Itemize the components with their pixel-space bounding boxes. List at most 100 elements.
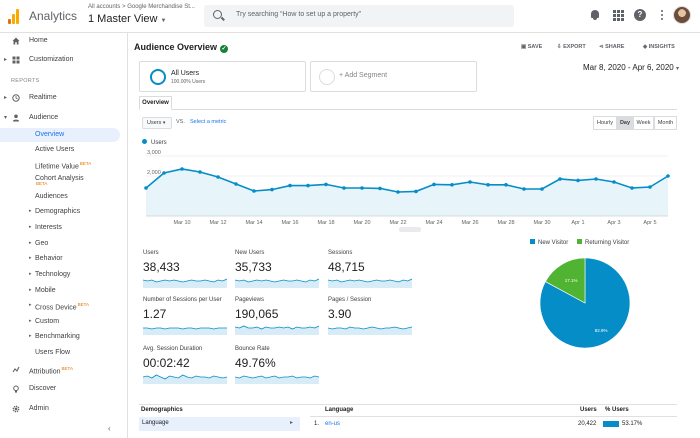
users-point[interactable] [468, 180, 472, 184]
sidebar-item-demographics[interactable]: ▸ Demographics [0, 205, 128, 219]
sidebar-item-customization[interactable]: ▸ Customization [0, 53, 128, 67]
sidebar-item-overview[interactable]: Overview [0, 128, 120, 142]
share-button[interactable]: ⋖ SHARE [599, 44, 624, 50]
sidebar-item-audience[interactable]: ▾ Audience [0, 111, 128, 125]
help-icon[interactable]: ? [634, 9, 646, 21]
metric-card[interactable]: Avg. Session Duration 00:02:42 [143, 346, 228, 391]
metric-sparkline [235, 278, 319, 288]
chart-resize-handle[interactable] [399, 227, 421, 232]
users-point[interactable] [648, 185, 652, 189]
sidebar-item-interests[interactable]: ▸ Interests [0, 221, 128, 235]
users-point[interactable] [558, 177, 562, 181]
metric-card[interactable]: Sessions 48,715 [328, 250, 413, 295]
users-point[interactable] [234, 182, 238, 186]
users-point[interactable] [414, 189, 418, 194]
sidebar-item-active-users[interactable]: Active Users [0, 143, 128, 157]
sparkline-line [143, 278, 227, 283]
sidebar-item-lifetime-value[interactable]: Lifetime ValueBETA [0, 158, 128, 172]
users-point[interactable] [360, 186, 364, 190]
avatar[interactable] [673, 6, 691, 24]
bell-icon[interactable] [589, 9, 601, 21]
users-point[interactable] [252, 189, 256, 193]
users-point[interactable] [378, 186, 382, 191]
users-point[interactable] [216, 175, 220, 179]
granularity-hourly[interactable]: Hourly [593, 116, 617, 130]
users-point[interactable] [576, 178, 580, 183]
export-button[interactable]: ⇩ EXPORT [557, 44, 586, 50]
granularity-day[interactable]: Day [617, 116, 633, 130]
insights-button[interactable]: ◈ INSIGHTS [643, 44, 675, 50]
apps-grid-icon[interactable] [612, 9, 624, 21]
sidebar-item-attribution[interactable]: AttributionBETA [0, 363, 128, 377]
users-point[interactable] [198, 170, 202, 174]
language-header: Language [325, 407, 354, 413]
table-row[interactable]: 1. en-us 20,422 53.17% [310, 418, 677, 430]
users-point[interactable] [270, 187, 274, 192]
pie-slice-new-visitor[interactable] [539, 257, 631, 349]
sidebar-item-cross-device[interactable]: ▸ Cross DeviceBETA [0, 299, 128, 313]
metric-select[interactable]: Users ▾ [142, 117, 172, 129]
analytics-logo-icon[interactable] [8, 8, 20, 24]
page-title-text: Audience Overview [134, 42, 218, 52]
users-point[interactable] [504, 183, 508, 187]
visitor-pie-chart[interactable]: 82.9% 17.1% [535, 253, 635, 353]
users-point[interactable] [288, 183, 292, 188]
metric-card[interactable]: Bounce Rate 49.76% [235, 346, 320, 391]
tab-overview[interactable]: Overview [139, 96, 172, 110]
users-point[interactable] [540, 187, 544, 191]
users-point[interactable] [396, 190, 400, 194]
demographics-row-language[interactable]: Language ▸ [139, 417, 300, 431]
sidebar-item-behavior[interactable]: ▸ Behavior [0, 252, 128, 266]
metric-card[interactable]: Users 38,433 [143, 250, 228, 295]
sidebar-item-discover[interactable]: Discover [0, 382, 128, 396]
users-point[interactable] [630, 186, 634, 190]
granularity-week[interactable]: Week [633, 116, 654, 130]
sidebar-item-custom[interactable]: ▸ Custom [0, 315, 128, 329]
sidebar-item-benchmarking[interactable]: ▸ Benchmarking [0, 330, 128, 344]
pie-slice-returning-visitor[interactable] [545, 257, 586, 304]
save-button[interactable]: ▣ SAVE [521, 44, 542, 50]
sidebar-item-geo[interactable]: ▸ Geo [0, 237, 128, 251]
sidebar-item-technology[interactable]: ▸ Technology [0, 268, 128, 282]
chevron-right-icon: ▸ [29, 224, 32, 230]
users-point[interactable] [522, 187, 526, 191]
sidebar-item-mobile[interactable]: ▸ Mobile [0, 284, 128, 298]
table-divider [139, 404, 677, 405]
users-point[interactable] [144, 186, 148, 190]
users-point[interactable] [180, 167, 184, 171]
granularity-month[interactable]: Month [654, 116, 677, 130]
sidebar-item-users-flow[interactable]: Users Flow [0, 346, 128, 360]
users-point[interactable] [306, 183, 310, 188]
users-point[interactable] [450, 183, 454, 187]
sidebar-item-audiences[interactable]: Audiences [0, 190, 128, 204]
users-point[interactable] [162, 171, 166, 175]
select-metric-link[interactable]: Select a metric [190, 119, 227, 125]
users-point[interactable] [342, 186, 346, 190]
series-legend: Users [142, 139, 167, 146]
sidebar-item-realtime[interactable]: ▸ Realtime [0, 91, 128, 105]
add-segment-button[interactable]: + Add Segment [310, 61, 477, 92]
row-language-link[interactable]: en-us [325, 421, 341, 427]
users-point[interactable] [486, 183, 490, 187]
users-point[interactable] [432, 182, 436, 187]
users-point[interactable] [594, 177, 598, 181]
users-point[interactable] [666, 174, 670, 178]
metric-card[interactable]: New Users 35,733 [235, 250, 320, 295]
collapse-sidebar-icon[interactable]: ‹ [108, 424, 111, 433]
users-point[interactable] [612, 180, 616, 184]
segment-all-users[interactable]: All Users 100.00% Users [139, 61, 306, 92]
metric-card[interactable]: Pageviews 190,065 [235, 297, 320, 342]
chevron-right-icon: ▸ [290, 420, 294, 426]
more-vert-icon[interactable] [656, 9, 668, 21]
sidebar-item-admin[interactable]: Admin [0, 402, 128, 416]
sidebar-item-cohort-analysis[interactable]: Cohort Analysis BETA [0, 172, 128, 190]
metric-card[interactable]: Number of Sessions per User 1.27 [143, 297, 228, 342]
metric-card[interactable]: Pages / Session 3.90 [328, 297, 413, 342]
users-point[interactable] [324, 182, 328, 187]
date-range-picker[interactable]: Mar 8, 2020 - Apr 6, 2020 ▾ [583, 63, 679, 72]
sidebar-item-home[interactable]: Home [0, 34, 128, 48]
search-bar[interactable]: Try searching “How to set up a property” [204, 5, 514, 27]
breadcrumb[interactable]: All accounts > Google Merchandise St... [88, 4, 195, 10]
view-selector[interactable]: 1 Master View ▼ [88, 13, 166, 25]
